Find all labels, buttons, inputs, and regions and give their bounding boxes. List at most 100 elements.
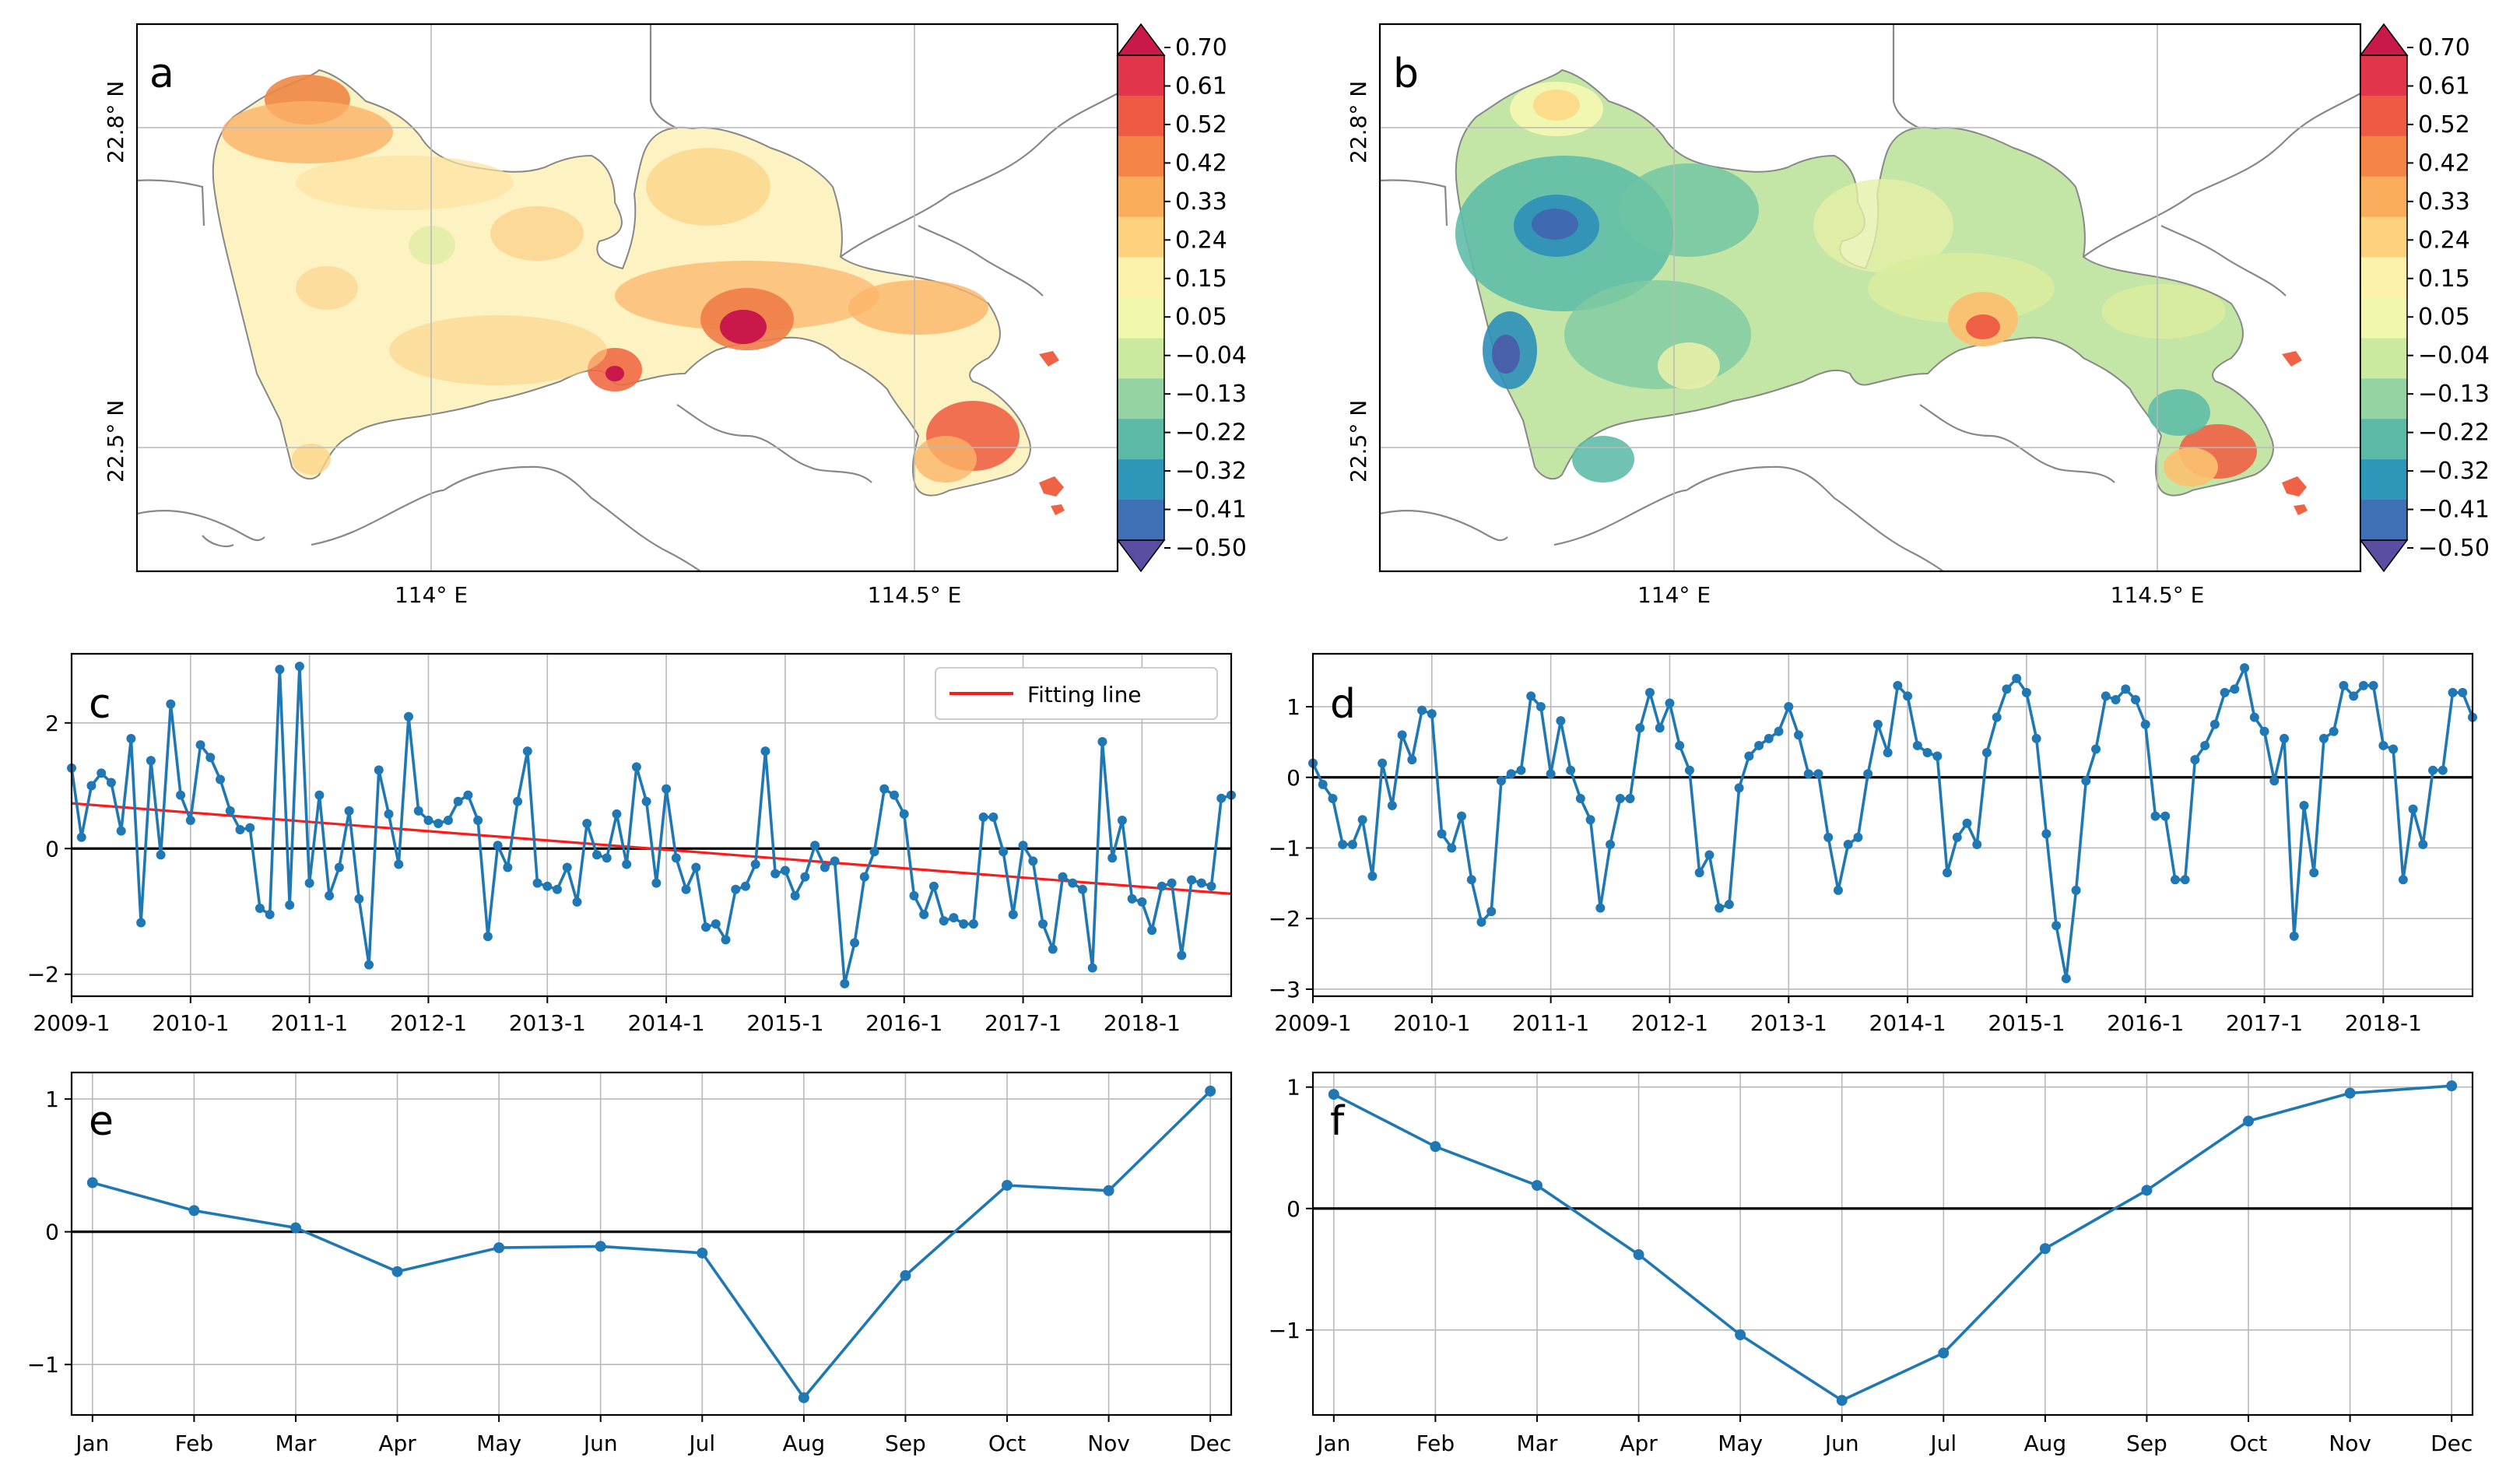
cb-b-tick-label: −0.13 bbox=[2418, 381, 2490, 408]
panel-c-data-point bbox=[493, 841, 503, 851]
panel-c-data-point bbox=[1147, 925, 1157, 936]
panel-d-data-point bbox=[1546, 769, 1556, 779]
panel-e-xtick-label: Nov bbox=[1087, 1431, 1130, 1456]
panel-c-data-point bbox=[126, 733, 136, 743]
panel-d-data-point bbox=[1606, 839, 1616, 849]
panel-d-data-point bbox=[1457, 811, 1467, 821]
panel-c-data-point bbox=[1077, 884, 1087, 894]
panel-c-data-point bbox=[919, 910, 929, 920]
panel-c-data-point bbox=[928, 881, 939, 891]
cb-a-band bbox=[1118, 338, 1164, 379]
panel-d-xtick-label: 2018-1 bbox=[2345, 1010, 2422, 1036]
panel-d-data-point bbox=[2358, 680, 2368, 690]
cb-a-frame bbox=[1117, 54, 1165, 541]
panel-d-data-point bbox=[1715, 903, 1725, 913]
panel-d-data-point bbox=[1823, 832, 1834, 842]
panel-c-data-point bbox=[790, 890, 800, 900]
panel-c-data-point bbox=[294, 662, 304, 672]
panel-c-data-point bbox=[999, 847, 1009, 857]
panel-f-xtick-label: Sep bbox=[2126, 1431, 2167, 1456]
panel-d-data-point bbox=[2170, 875, 2180, 885]
panel-d-data-point bbox=[2220, 687, 2230, 697]
panel-f-xtick-label: Nov bbox=[2329, 1431, 2371, 1456]
panel-d-data-point bbox=[2368, 680, 2378, 690]
panel-d-ytick-label: 0 bbox=[1286, 765, 1300, 791]
panel-d-data-point bbox=[2200, 740, 2210, 750]
legend: Fitting line bbox=[935, 667, 1218, 720]
panel-c-data-point bbox=[879, 784, 890, 794]
panel-f-data-point bbox=[2039, 1243, 2051, 1255]
cb-b-tick-label: 0.42 bbox=[2418, 149, 2470, 177]
panel-c-data-point bbox=[166, 699, 176, 709]
cb-b-band bbox=[2360, 257, 2407, 298]
cb-b-extend-bottom bbox=[2359, 539, 2409, 573]
panel-d-data-point bbox=[2458, 687, 2468, 697]
cb-a-band bbox=[1118, 459, 1164, 500]
panel-c-data-point bbox=[304, 878, 314, 888]
lat-tick-b-0: 22.8° N bbox=[1346, 81, 1371, 163]
panel-f-series-line bbox=[1332, 1084, 2452, 1403]
panel-c-data-point bbox=[622, 859, 632, 869]
panel-d-data-point bbox=[1943, 868, 1953, 878]
panel-d-data-point bbox=[1952, 832, 1962, 842]
panel-d-xtick-label: 2016-1 bbox=[2107, 1010, 2184, 1036]
panel-c-data-point bbox=[691, 862, 701, 872]
panel-d-data-point bbox=[1566, 765, 1576, 775]
panel-e-xtick-label: Sep bbox=[885, 1431, 926, 1456]
panel-d-data-point bbox=[1774, 726, 1784, 736]
panel-e-data-point bbox=[391, 1266, 403, 1277]
panel-d-data-point bbox=[1387, 801, 1397, 811]
panel-c-data-point bbox=[344, 806, 354, 816]
panel-e-xtick-label: Jul bbox=[687, 1431, 715, 1456]
panel-d-data-point bbox=[2081, 776, 2091, 786]
cb-a-band bbox=[1118, 419, 1164, 460]
cb-a-tick-label: 0.61 bbox=[1175, 72, 1227, 100]
panel-c-data-point bbox=[245, 823, 255, 833]
panel-c-data-point bbox=[770, 869, 781, 879]
panel-c-data-point bbox=[1216, 793, 1227, 803]
panel-d-data-point bbox=[2131, 694, 2141, 704]
legend-label: Fitting line bbox=[1027, 682, 1142, 707]
panel-c-data-point bbox=[1008, 910, 1018, 920]
panel-c-data-point bbox=[265, 910, 275, 920]
cb-b-tick-label: 0.52 bbox=[2418, 111, 2470, 139]
panel-c-xtick-label: 2012-1 bbox=[390, 1010, 467, 1036]
panel-c-data-point bbox=[225, 806, 235, 816]
panel-c-data-point bbox=[463, 790, 473, 800]
panel-f-data-point bbox=[1735, 1329, 1746, 1341]
panel-c-data-point bbox=[711, 919, 721, 929]
panel-d-data-point bbox=[1585, 815, 1595, 825]
panel-c-data-point bbox=[780, 865, 790, 876]
lat-tick-a-0: 22.8° N bbox=[103, 81, 128, 163]
panel-d-data-point bbox=[2438, 765, 2448, 775]
panel-d-ytick-label: −3 bbox=[1269, 977, 1300, 1002]
panel-c-data-point bbox=[325, 890, 335, 900]
legend-box bbox=[935, 667, 1218, 720]
panel-d-data-point bbox=[1407, 755, 1417, 765]
panel-d-data-point bbox=[1655, 723, 1665, 733]
panel-e-data-point bbox=[900, 1269, 911, 1281]
panel-e-data-point bbox=[290, 1222, 301, 1234]
panel-d-data-point bbox=[2111, 694, 2121, 704]
panel-c-data-point bbox=[156, 850, 166, 860]
panel-c-data-point bbox=[740, 881, 750, 891]
panel-f-xtick-label: Aug bbox=[2024, 1431, 2067, 1456]
panel-c-data-point bbox=[473, 815, 483, 825]
panel-c-data-point bbox=[750, 859, 760, 869]
panel-d-data-point bbox=[2121, 684, 2131, 694]
panel-d-label: d bbox=[1330, 681, 1356, 728]
panel-d-data-point bbox=[1694, 868, 1704, 878]
panel-c-data-point bbox=[651, 878, 662, 888]
panel-d-data-point bbox=[2318, 733, 2329, 743]
panel-d-data-point bbox=[1338, 839, 1348, 849]
panel-d-data-point bbox=[2408, 804, 2418, 814]
panel-c-series-line bbox=[70, 665, 1232, 985]
panel-d-data-point bbox=[1644, 687, 1655, 697]
panel-f-data-point bbox=[2141, 1185, 2153, 1196]
panel-c-data-point bbox=[591, 850, 602, 860]
cb-a-tick-label: 0.15 bbox=[1175, 265, 1227, 293]
panel-d-xtick-label: 2015-1 bbox=[1988, 1010, 2065, 1036]
panel-c-data-point bbox=[939, 916, 949, 926]
panel-c-data-point bbox=[602, 853, 612, 863]
panel-d-data-point bbox=[1615, 793, 1625, 803]
